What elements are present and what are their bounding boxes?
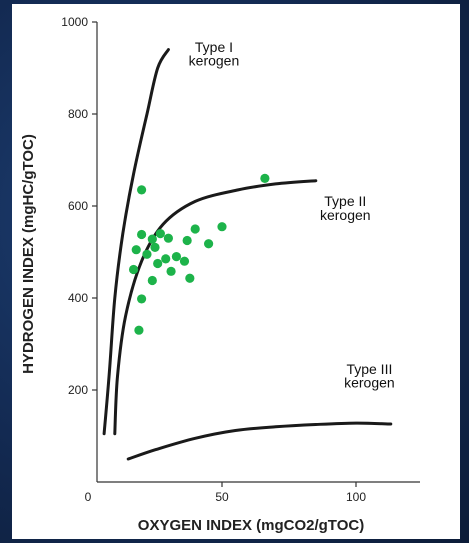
data-point [166, 266, 176, 276]
data-point [204, 239, 214, 249]
curve-label-line2: kerogen [344, 375, 395, 391]
curve-label-line1: Type I [195, 39, 233, 55]
curve-label-line2: kerogen [189, 53, 240, 69]
data-point [142, 249, 152, 259]
kerogen-curve-1 [102, 48, 170, 436]
data-point [260, 173, 270, 183]
curve-label-line1: Type II [324, 193, 366, 209]
data-point [179, 256, 190, 266]
data-point [185, 273, 195, 283]
data-point [137, 185, 147, 195]
data-point [161, 254, 171, 264]
y-axis-title: HYDROGEN INDEX (mgHC/gTOC) [20, 134, 37, 374]
data-point [147, 275, 157, 286]
plot-panel [12, 4, 460, 539]
data-point [150, 242, 160, 252]
data-point [128, 264, 139, 275]
data-point [182, 235, 192, 246]
y-tick-label: 400 [68, 291, 88, 305]
data-point [190, 224, 200, 234]
data-point [134, 325, 144, 335]
curve-label-line2: kerogen [320, 207, 371, 223]
data-point [153, 258, 163, 269]
x-tick-label: 0 [85, 490, 92, 504]
data-point [171, 252, 182, 262]
kerogen-curve-3 [126, 421, 393, 461]
data-point [155, 229, 165, 239]
kerogen-curves [102, 48, 393, 461]
data-point [137, 229, 147, 240]
x-tick-label: 50 [215, 490, 229, 504]
data-point [131, 245, 141, 255]
data-point [137, 294, 147, 304]
y-tick-label: 200 [68, 383, 88, 397]
data-point [217, 222, 227, 232]
curve-label-line1: Type III [346, 361, 392, 377]
data-point [147, 234, 157, 244]
y-tick-label: 600 [68, 199, 88, 213]
x-tick-label: 100 [346, 490, 366, 504]
axes: 200 400 600 800 1000 0 50 100 [61, 15, 420, 504]
x-axis-title: OXYGEN INDEX (mgCO2/gTOC) [138, 517, 364, 534]
kerogen-curve-2 [113, 179, 318, 436]
y-tick-label: 800 [68, 107, 88, 121]
y-tick-label: 1000 [61, 15, 88, 29]
data-point [163, 233, 173, 243]
data-points [128, 173, 270, 335]
